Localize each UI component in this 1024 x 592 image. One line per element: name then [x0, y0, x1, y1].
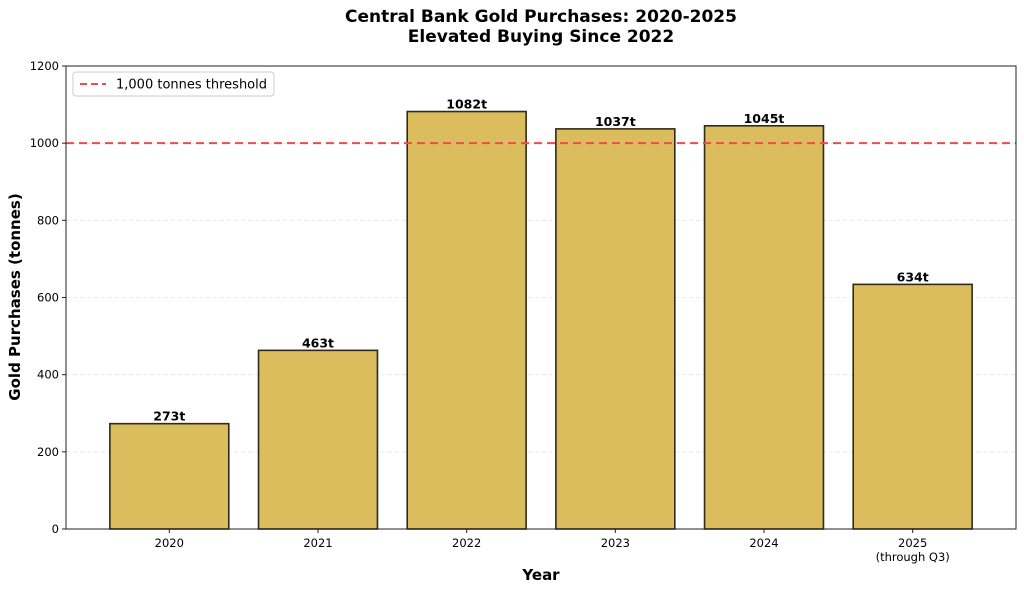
y-axis-label: Gold Purchases (tonnes)	[6, 193, 24, 400]
x-tick-label: 2021	[303, 536, 332, 550]
y-tick-label: 600	[37, 291, 59, 305]
y-tick-label: 0	[52, 522, 59, 536]
x-tick-sublabel: (through Q3)	[876, 550, 950, 564]
bars: 273t 463t 1082t 1037t 1045t 634t	[109, 97, 973, 530]
bar-2024	[703, 125, 825, 530]
data-label: 273t	[153, 409, 185, 424]
x-tick-label: 2023	[601, 536, 630, 550]
x-axis-label: Year	[521, 566, 560, 584]
x-tick-label: 2025	[898, 536, 927, 550]
bar-2022	[406, 110, 527, 530]
x-tick-label: 2024	[749, 536, 778, 550]
data-label: 1045t	[744, 111, 785, 126]
legend: 1,000 tonnes threshold	[72, 71, 275, 97]
chart-subtitle: Elevated Buying Since 2022	[408, 27, 674, 47]
y-tick-label: 1000	[30, 136, 59, 150]
data-label: 634t	[897, 269, 929, 284]
bar-2025	[852, 283, 973, 530]
y-tick-label: 400	[37, 368, 59, 382]
chart-title: Central Bank Gold Purchases: 2020-2025	[345, 7, 737, 27]
legend-label: 1,000 tonnes threshold	[116, 78, 267, 93]
y-tick-label: 200	[37, 445, 59, 459]
y-tick-label: 1200	[30, 59, 59, 73]
bar-2021	[257, 349, 379, 530]
bar-2023	[555, 128, 676, 530]
data-label: 463t	[302, 335, 334, 350]
x-axis: 2020 2021 2022 2023 2024 2025(through Q3)	[155, 529, 950, 564]
data-label: 1082t	[446, 97, 487, 112]
legend-box	[72, 71, 275, 97]
x-tick-label: 2022	[452, 536, 481, 550]
y-axis: 0 200 400 600 800 1000 1200	[30, 59, 66, 536]
bar-2020	[109, 422, 230, 530]
x-tick-label: 2020	[155, 536, 184, 550]
y-tick-label: 800	[37, 213, 59, 227]
data-label: 1037t	[595, 114, 636, 129]
